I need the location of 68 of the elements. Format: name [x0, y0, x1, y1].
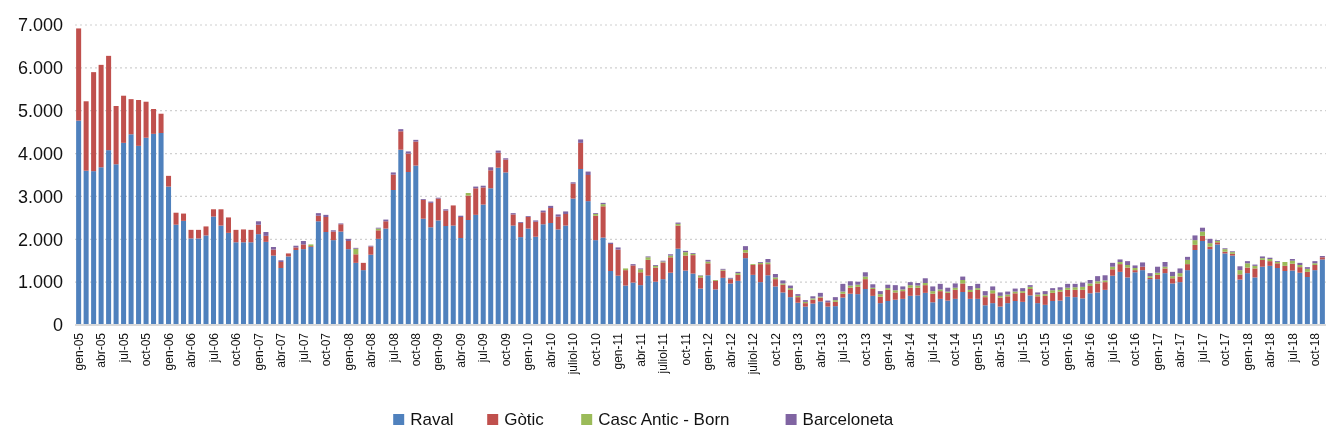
x-tick-label: oct-16 — [1128, 332, 1143, 367]
x-tick-label: abr-14 — [903, 332, 918, 368]
x-tick-label: gen-16 — [1060, 332, 1075, 371]
x-tick-label: gen-18 — [1240, 332, 1255, 371]
x-tick-label: gen-07 — [251, 332, 266, 371]
legend-label: Casc Antic - Born — [598, 410, 730, 430]
x-tick-label: gen-10 — [521, 332, 536, 371]
y-tick-label: 2.000 — [17, 229, 63, 250]
x-tick-label: gen-15 — [970, 332, 985, 371]
x-tick-label: abr-06 — [184, 332, 199, 368]
x-tick-label: abr-05 — [94, 332, 109, 368]
x-tick-label: gen-13 — [791, 332, 806, 371]
x-tick-label: gen-05 — [71, 332, 86, 371]
x-tick-label: jul-06 — [206, 332, 221, 364]
x-tick-label: jul-07 — [296, 332, 311, 364]
x-tick-label: oct-08 — [408, 332, 423, 367]
x-tick-label: jul-09 — [476, 332, 491, 364]
x-tick-label: oct-06 — [229, 332, 244, 367]
x-tick-label: gen-12 — [701, 332, 716, 371]
x-tick-label: gen-06 — [161, 332, 176, 371]
x-tick-label: oct-10 — [588, 332, 603, 367]
x-tick-label: abr-11 — [633, 332, 648, 367]
y-tick-label: 7.000 — [17, 15, 63, 36]
x-tick-label: gen-17 — [1150, 332, 1165, 371]
x-tick-label: juliol-11 — [656, 332, 671, 375]
x-tick-label: oct-15 — [1038, 332, 1053, 367]
x-tick-label: oct-05 — [139, 332, 154, 367]
x-tick-label: oct-12 — [768, 332, 783, 367]
x-tick-label: abr-07 — [274, 332, 289, 368]
x-tick-label: jul-14 — [925, 332, 940, 364]
x-tick-label: abr-10 — [543, 332, 558, 368]
x-tick-label: jul-15 — [1015, 332, 1030, 364]
y-tick-label: 0 — [52, 315, 63, 336]
x-tick-label: abr-12 — [723, 332, 738, 368]
legend-label: Barceloneta — [802, 410, 894, 430]
x-tick-label: jul-05 — [116, 332, 131, 364]
x-tick-label: abr-16 — [1083, 332, 1098, 368]
legend-label: Gòtic — [504, 410, 545, 430]
y-tick-label: 3.000 — [17, 186, 63, 207]
x-tick-label: gen-08 — [341, 332, 356, 371]
x-tick-label: oct-14 — [948, 332, 963, 367]
x-tick-label: abr-08 — [364, 332, 379, 368]
x-tick-label: oct-11 — [678, 332, 693, 366]
x-tick-label: abr-15 — [993, 332, 1008, 368]
x-tick-label: abr-13 — [813, 332, 828, 368]
y-tick-label: 1.000 — [17, 272, 63, 293]
y-tick-label: 5.000 — [17, 101, 63, 122]
x-tick-label: gen-09 — [431, 332, 446, 371]
x-tick-label: jul-17 — [1195, 332, 1210, 364]
x-tick-label: abr-09 — [453, 332, 468, 368]
x-tick-label: abr-18 — [1263, 332, 1278, 368]
x-tick-label: oct-17 — [1218, 332, 1233, 367]
y-tick-label: 6.000 — [17, 58, 63, 79]
x-tick-label: oct-09 — [498, 332, 513, 367]
x-tick-label: juliol-10 — [566, 332, 581, 376]
x-tick-label: jul-16 — [1105, 332, 1120, 364]
y-tick-label: 4.000 — [17, 143, 63, 164]
x-tick-label: gen-14 — [881, 332, 896, 371]
x-tick-label: oct-13 — [858, 332, 873, 367]
x-tick-label: abr-17 — [1173, 332, 1188, 368]
x-tick-label: jul-18 — [1285, 332, 1300, 364]
x-tick-label: jul-13 — [836, 332, 851, 364]
legend-label: Raval — [410, 410, 454, 430]
x-tick-label: juliol-12 — [746, 332, 761, 376]
x-tick-label: oct-07 — [319, 332, 334, 367]
x-tick-label: gen-11 — [611, 332, 626, 370]
x-tick-label: jul-08 — [386, 332, 401, 364]
x-tick-label: oct-18 — [1308, 332, 1323, 367]
